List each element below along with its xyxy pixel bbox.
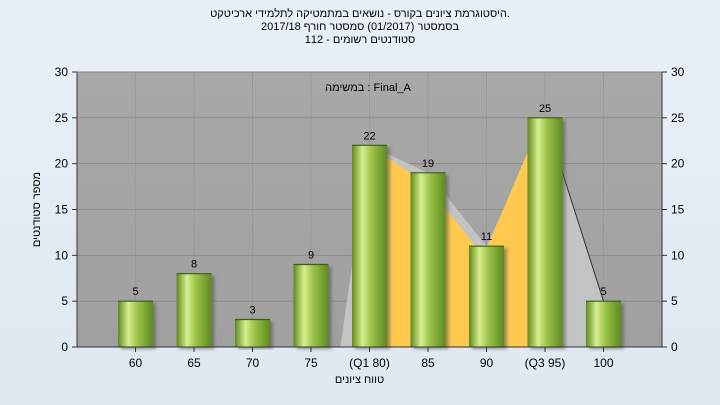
- data-label: 22: [363, 130, 375, 142]
- x-tick-label: 90: [480, 356, 494, 370]
- x-axis-title: טווח ציונים: [335, 374, 384, 386]
- y-tick-label-right: 10: [671, 248, 685, 262]
- bar: [410, 172, 446, 347]
- data-label: 5: [132, 286, 138, 298]
- x-tick-label: 100: [593, 356, 613, 370]
- data-label: 9: [308, 250, 314, 262]
- bar: [469, 246, 504, 347]
- bar: [176, 273, 212, 347]
- y-tick-label-right: 5: [671, 294, 678, 308]
- bar: [527, 117, 563, 347]
- x-tick-label: 70: [246, 356, 260, 370]
- y-tick-label-right: 25: [671, 111, 685, 125]
- bar: [352, 145, 387, 347]
- bar: [235, 319, 270, 347]
- y-tick-label-right: 0: [671, 340, 678, 354]
- x-tick-label: (Q1 80): [349, 356, 390, 370]
- data-label: 25: [539, 103, 551, 115]
- bar: [118, 301, 153, 347]
- y-tick-label-left: 15: [55, 203, 69, 217]
- y-tick-label-left: 0: [61, 340, 68, 354]
- chart-title: היסטוגרמת ציונים בקורס - נושאים במתמטיקה…: [0, 8, 720, 47]
- chart-title-line-3: סטודנטים רשומים - 112: [304, 34, 416, 46]
- data-label: 3: [249, 305, 255, 317]
- x-tick-label: 65: [187, 356, 201, 370]
- y-tick-label-right: 15: [671, 203, 685, 217]
- bar: [293, 264, 329, 347]
- y-tick-label-left: 10: [55, 248, 69, 262]
- chart-annotation: במשימה : Final_A: [325, 82, 411, 94]
- data-label: 11: [481, 231, 492, 243]
- y-tick-label-left: 20: [55, 157, 69, 171]
- x-tick-label: (Q3 95): [525, 356, 566, 370]
- chart-title-line-2: בסמסטר (01/2017) סמסטר חורף 2017/18: [260, 21, 460, 33]
- data-label: 19: [422, 158, 434, 170]
- chart-title-line-1: היסטוגרמת ציונים בקורס - נושאים במתמטיקה…: [210, 8, 510, 20]
- data-label: 8: [191, 259, 197, 271]
- x-tick-label: 85: [421, 356, 435, 370]
- y-tick-label-right: 20: [671, 157, 685, 171]
- y-tick-label-left: 25: [55, 111, 69, 125]
- y-tick-label-left: 30: [55, 65, 69, 79]
- data-label: 5: [600, 286, 606, 298]
- bar: [586, 301, 621, 347]
- y-tick-label-right: 30: [671, 65, 685, 79]
- x-tick-label: 75: [304, 356, 318, 370]
- y-axis-title: מספר סטודנטים: [31, 172, 43, 247]
- x-tick-label: 60: [129, 356, 143, 370]
- y-tick-label-left: 5: [61, 294, 68, 308]
